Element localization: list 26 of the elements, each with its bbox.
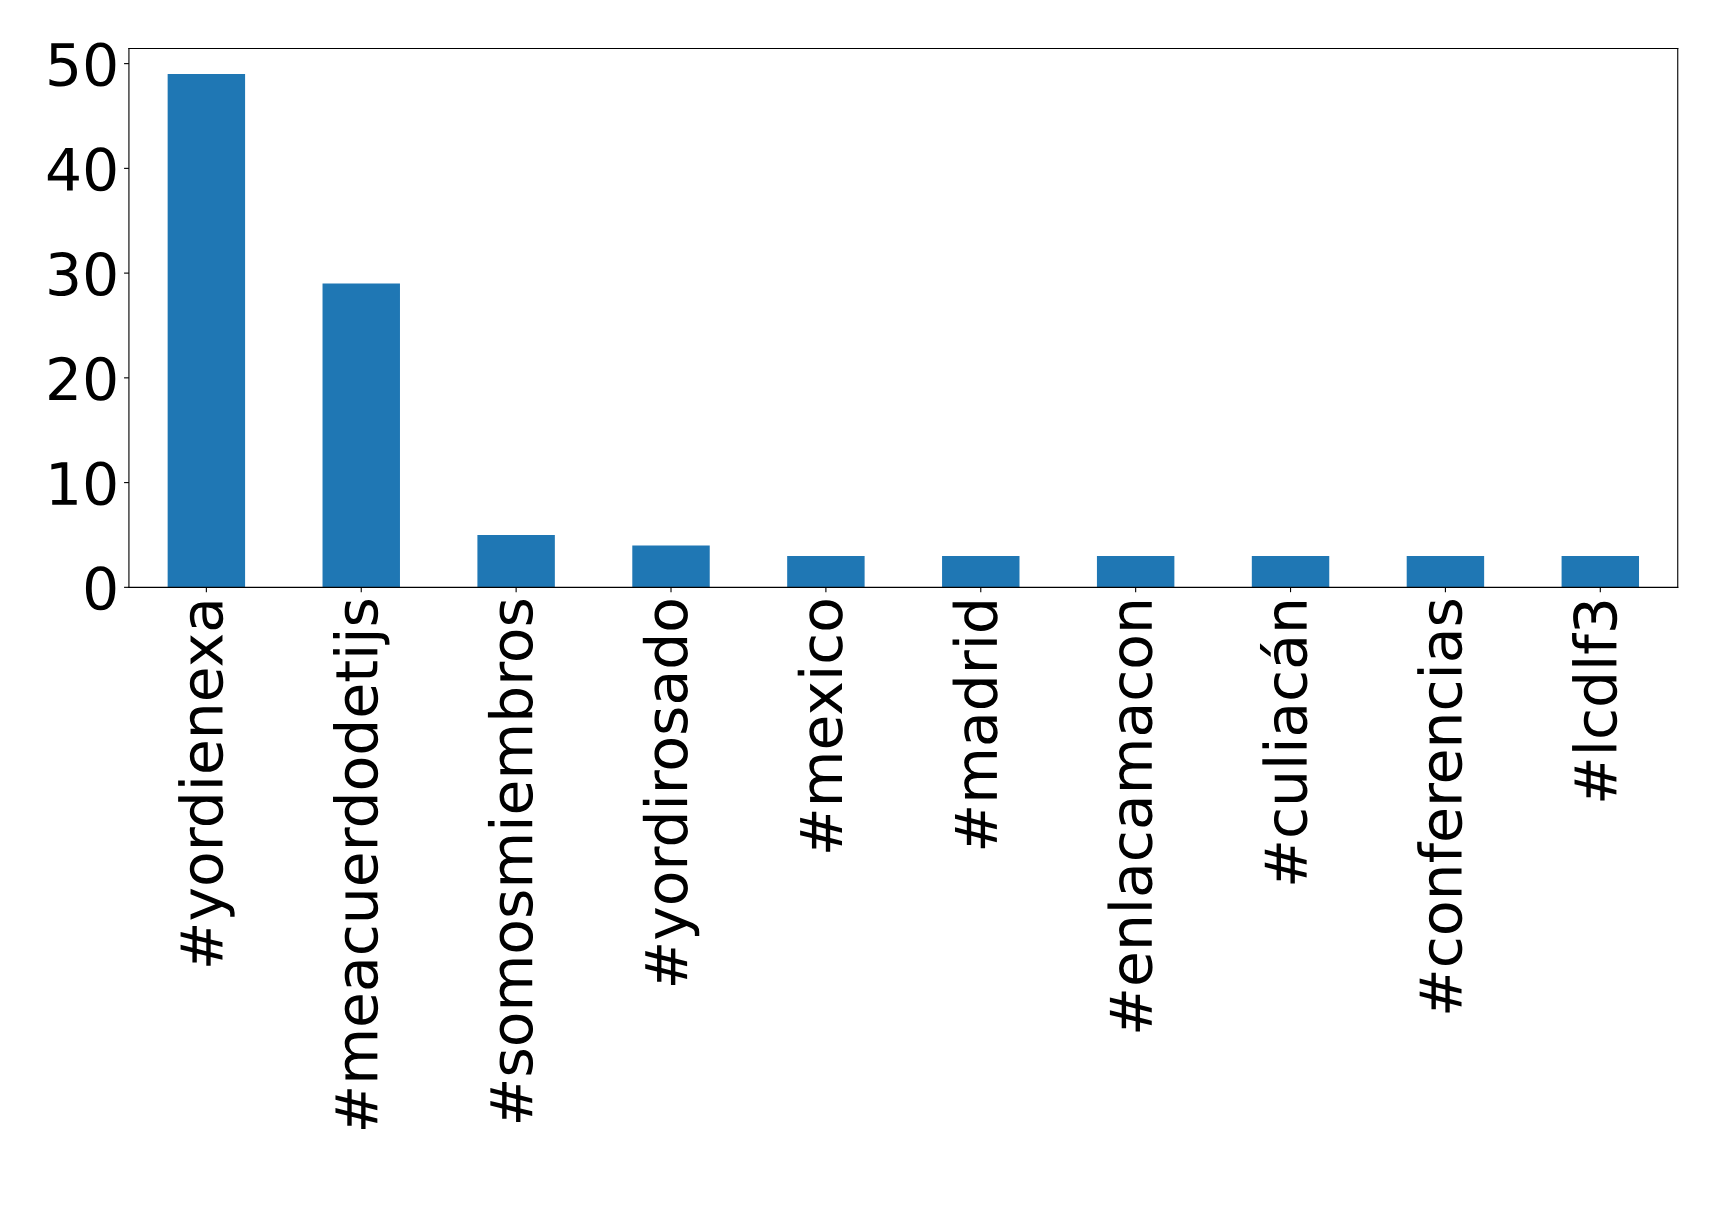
y-tick-label: 40 [47, 147, 116, 192]
x-tick-label: #lcdlf3 [1572, 601, 1618, 801]
bar [787, 555, 865, 588]
bar [632, 545, 710, 588]
x-tick-label: #madrid [952, 602, 998, 849]
x-tick-label: #enlacamacon [1107, 602, 1153, 1032]
bar [1406, 555, 1485, 588]
bar [1561, 555, 1640, 588]
x-tick-label: #somosmiembros [487, 599, 534, 1122]
y-tick-label: 10 [51, 461, 116, 506]
y-tick-label: 30 [49, 251, 116, 297]
x-tick-label: #conferencias [1417, 599, 1463, 1013]
x-tick-label: #yordirosado [642, 600, 700, 986]
bar [942, 555, 1020, 588]
x-tick-label: #culiacán [1259, 602, 1308, 884]
y-tick-label: 20 [49, 356, 116, 401]
x-tick-label: #mexico [797, 600, 843, 852]
bar [477, 534, 555, 588]
bar [167, 74, 246, 588]
bar [1251, 555, 1330, 588]
bar [1096, 555, 1175, 588]
bar [322, 283, 400, 588]
y-tick-label: 0 [85, 566, 116, 611]
x-tick-label: #meacuerdodetijs [333, 599, 390, 1130]
y-tick-label: 50 [49, 42, 116, 87]
x-tick-label: #yordienexa [178, 602, 235, 966]
